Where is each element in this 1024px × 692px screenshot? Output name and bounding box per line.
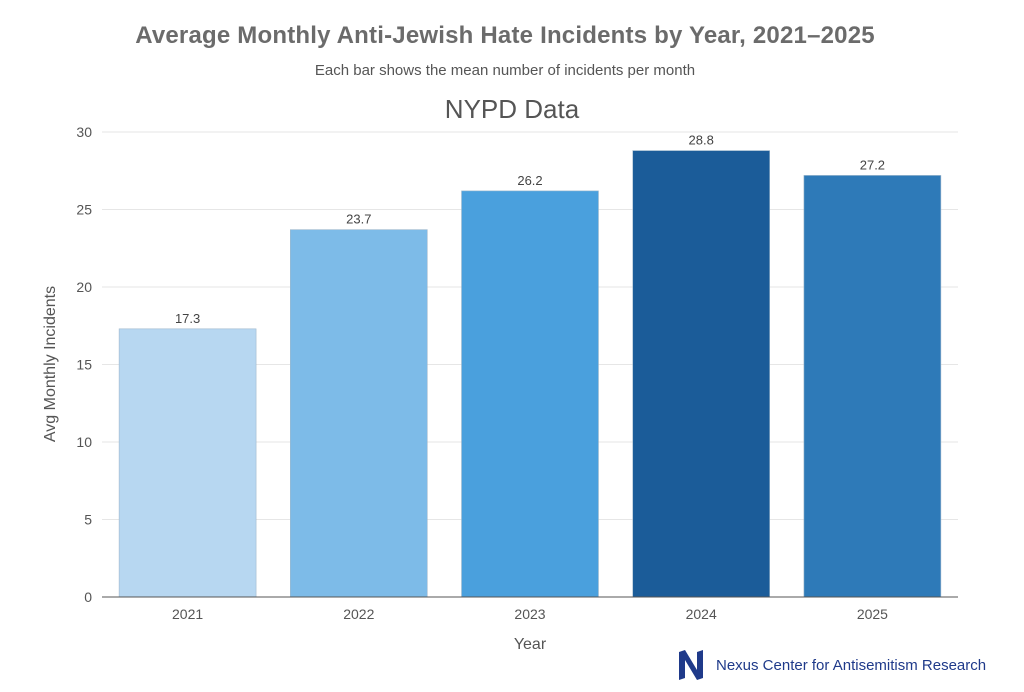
y-axis-label: Avg Monthly Incidents [42,286,59,442]
bar-2022 [290,229,428,598]
x-tick-label: 2025 [857,606,888,622]
x-tick-label: 2022 [343,606,374,622]
bar-2025 [803,175,942,598]
y-tick-label: 5 [84,512,92,528]
y-axis-ticks: 0 5 10 15 20 25 30 [76,124,92,605]
x-tick-label: 2024 [686,606,717,622]
bar-value-label: 23.7 [346,212,371,227]
y-tick-label: 0 [84,589,92,605]
x-tick-label: 2023 [514,606,545,622]
panel-title: NYPD Data [445,94,580,124]
y-tick-label: 15 [76,357,92,373]
x-axis-ticks: 2021 2022 2023 2024 2025 [172,606,888,622]
x-tick-label: 2021 [172,606,203,622]
x-axis-label: Year [514,636,547,653]
bar-2021 [118,328,257,598]
organization-name: Nexus Center for Antisemitism Research [716,656,987,674]
bar-value-label: 26.2 [517,173,542,188]
bar-2024 [632,150,770,598]
y-tick-label: 20 [76,279,92,295]
bar-value-label: 17.3 [175,311,200,326]
y-tick-label: 30 [76,124,92,140]
y-tick-label: 10 [76,434,92,450]
chart-subtitle: Each bar shows the mean number of incide… [314,62,696,79]
bar-value-label: 28.8 [689,133,714,148]
bar-value-label: 27.2 [860,157,885,172]
nexus-n-logo-icon [679,650,703,680]
footer-branding: Nexus Center for Antisemitism Research [676,646,986,684]
chart-title: Average Monthly Anti-Jewish Hate Inciden… [135,22,875,49]
y-tick-label: 25 [76,202,92,218]
bars: 17.3 23.7 26.2 28.8 27.2 [118,133,942,598]
bar-2023 [461,190,599,598]
